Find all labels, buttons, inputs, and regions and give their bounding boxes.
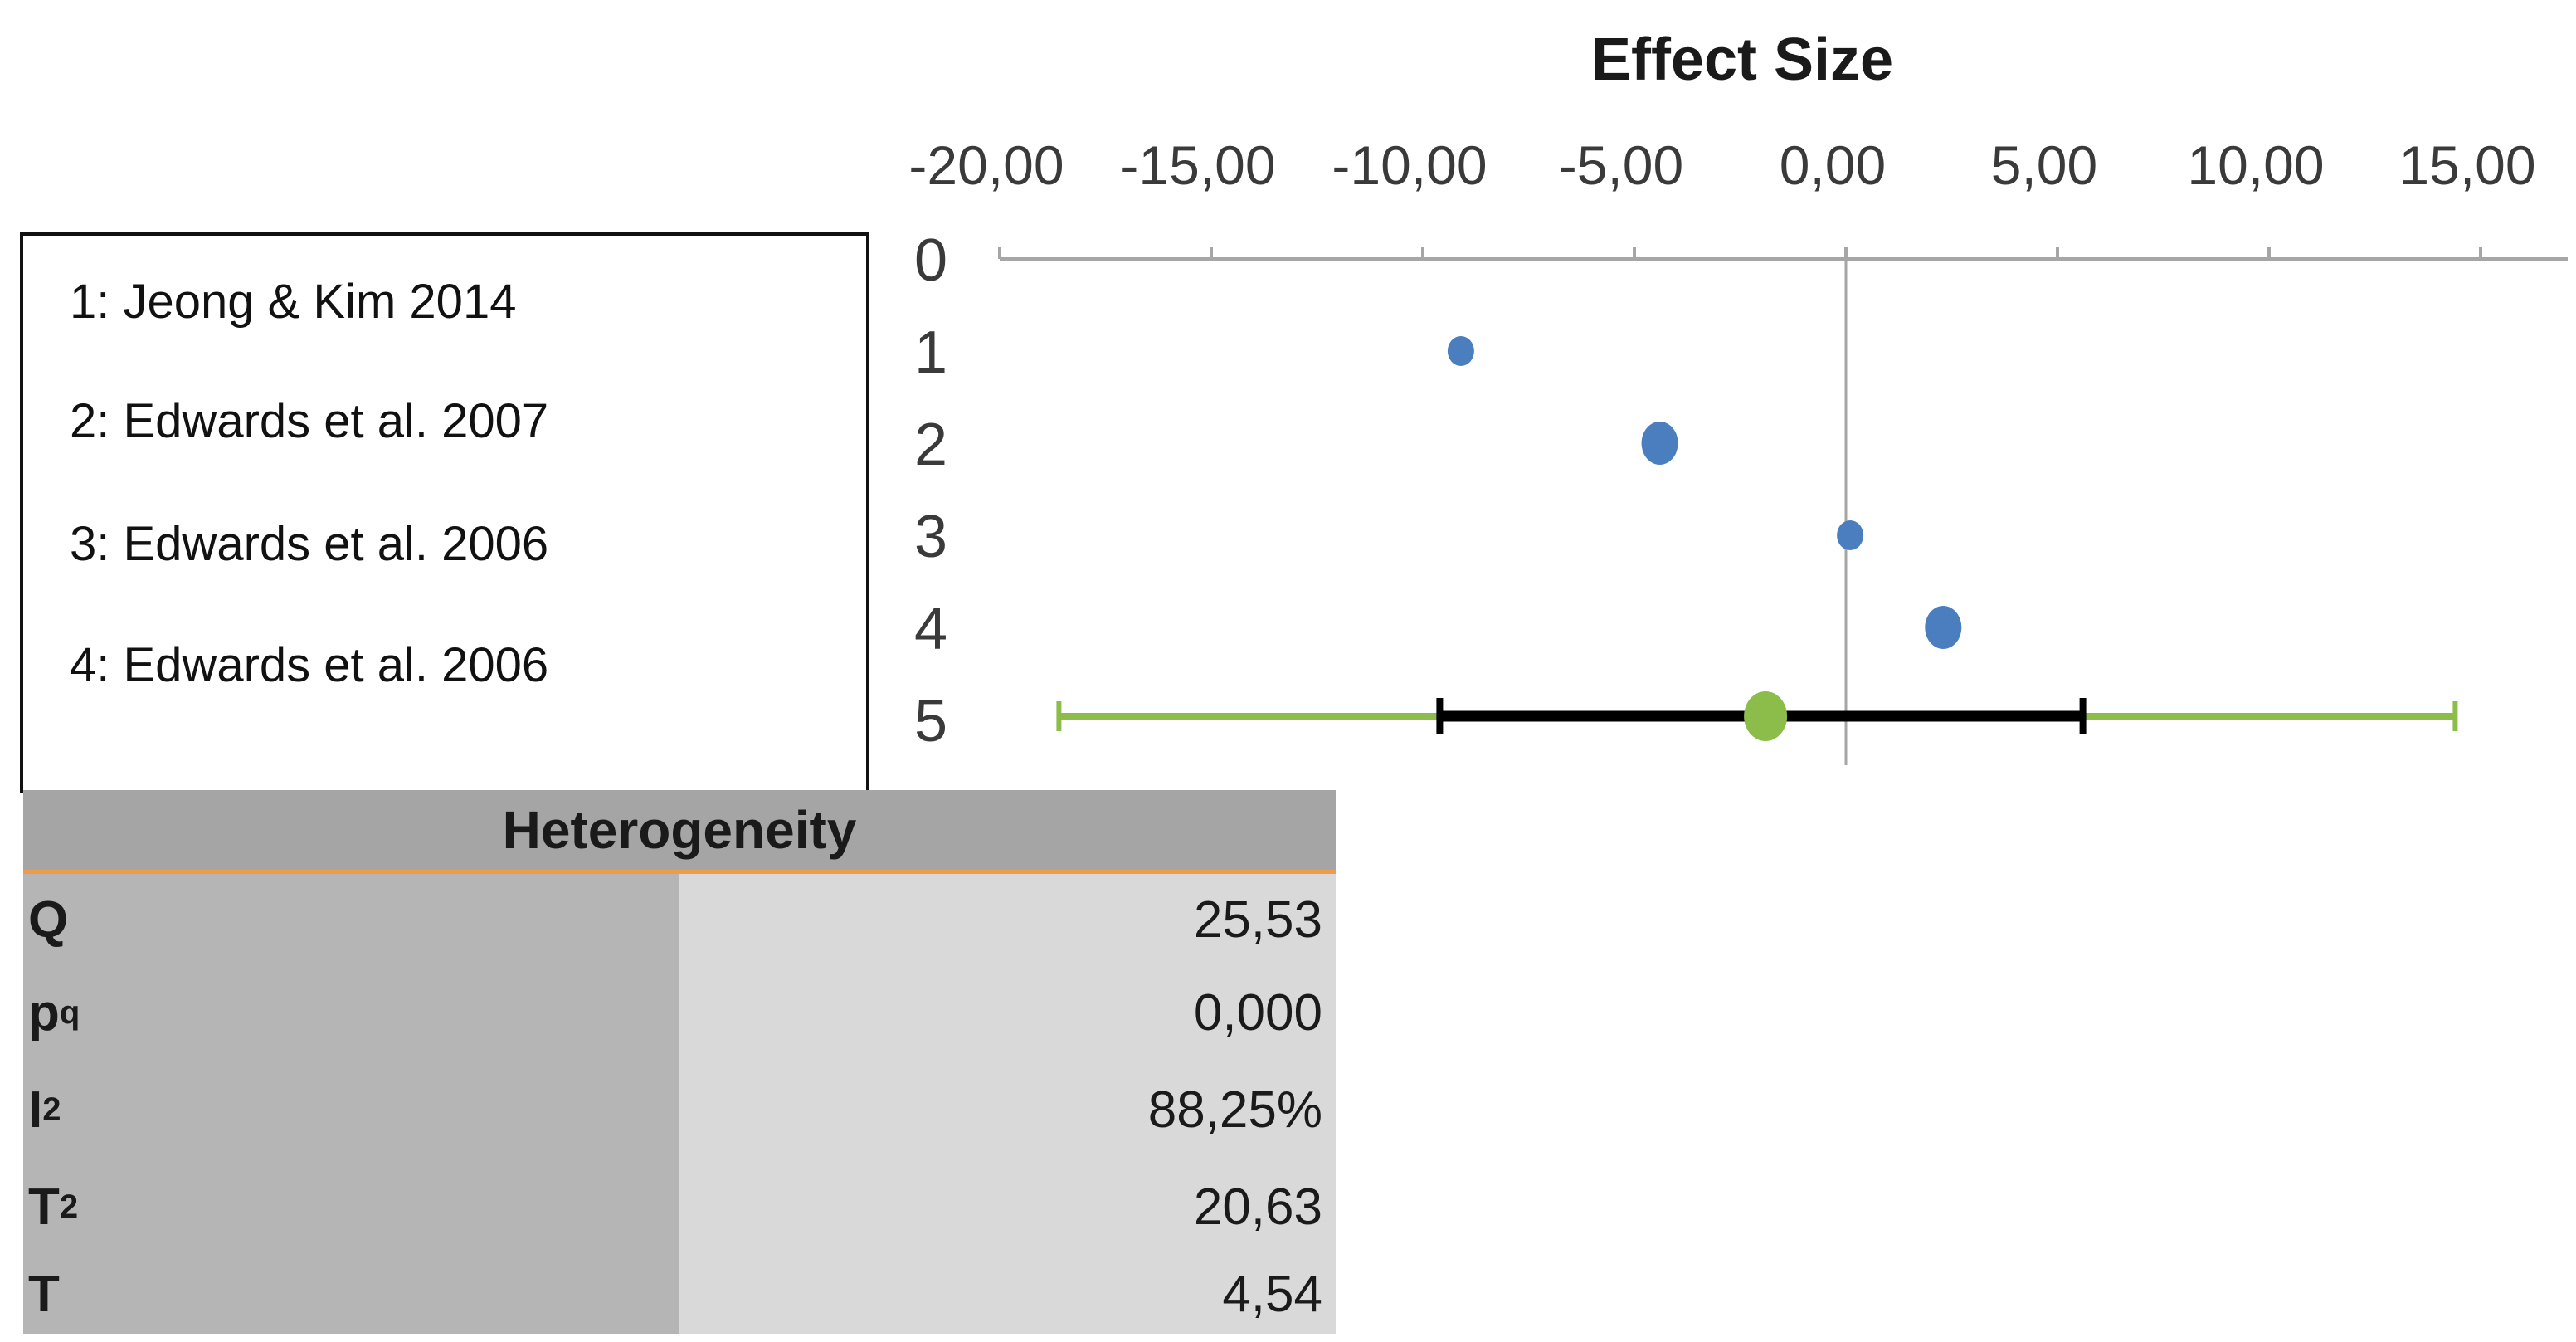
table-row: T 4,54: [23, 1254, 1336, 1334]
stat-name: Q: [23, 874, 679, 965]
heterogeneity-title: Heterogeneity: [23, 790, 1336, 874]
stat-value: 4,54: [679, 1254, 1336, 1334]
x-tick-label: 10,00: [2187, 134, 2324, 196]
y-row-label: 1: [914, 320, 947, 386]
study-effect-point: [1447, 336, 1474, 366]
y-row-label: 2: [914, 412, 947, 478]
study-legend: 1: Jeong & Kim 2014 2: Edwards et al. 20…: [20, 232, 869, 793]
x-tick-label: 5,00: [1991, 134, 2097, 196]
y-row-label: 4: [914, 596, 947, 662]
chart-title: Effect Size: [1591, 27, 1893, 93]
table-row: Q 25,53: [23, 874, 1336, 965]
y-row-label: 0: [914, 227, 947, 294]
stat-value: 88,25%: [679, 1060, 1336, 1159]
stat-value: 25,53: [679, 874, 1336, 965]
study-effect-point: [1837, 520, 1864, 550]
x-tick-label: 15,00: [2398, 134, 2535, 196]
x-tick-label: -15,00: [1120, 134, 1275, 196]
x-tick-label: 0,00: [1780, 134, 1886, 196]
stat-name: T: [23, 1254, 679, 1334]
x-tick-label: -10,00: [1332, 134, 1487, 196]
study-legend-item: 4: Edwards et al. 2006: [70, 638, 549, 692]
study-legend-item: 1: Jeong & Kim 2014: [70, 275, 517, 329]
study-legend-item: 3: Edwards et al. 2006: [70, 517, 549, 571]
summary-effect-point: [1744, 691, 1788, 741]
study-effect-point: [1641, 422, 1678, 465]
stat-value: 0,000: [679, 965, 1336, 1060]
stat-value: 20,63: [679, 1159, 1336, 1254]
x-tick-label: -5,00: [1559, 134, 1683, 196]
x-tick-label: -20,00: [908, 134, 1064, 196]
study-legend-item: 2: Edwards et al. 2007: [70, 394, 549, 448]
y-row-label: 5: [914, 688, 947, 754]
y-row-label: 3: [914, 504, 947, 570]
study-effect-point: [1925, 606, 1962, 649]
